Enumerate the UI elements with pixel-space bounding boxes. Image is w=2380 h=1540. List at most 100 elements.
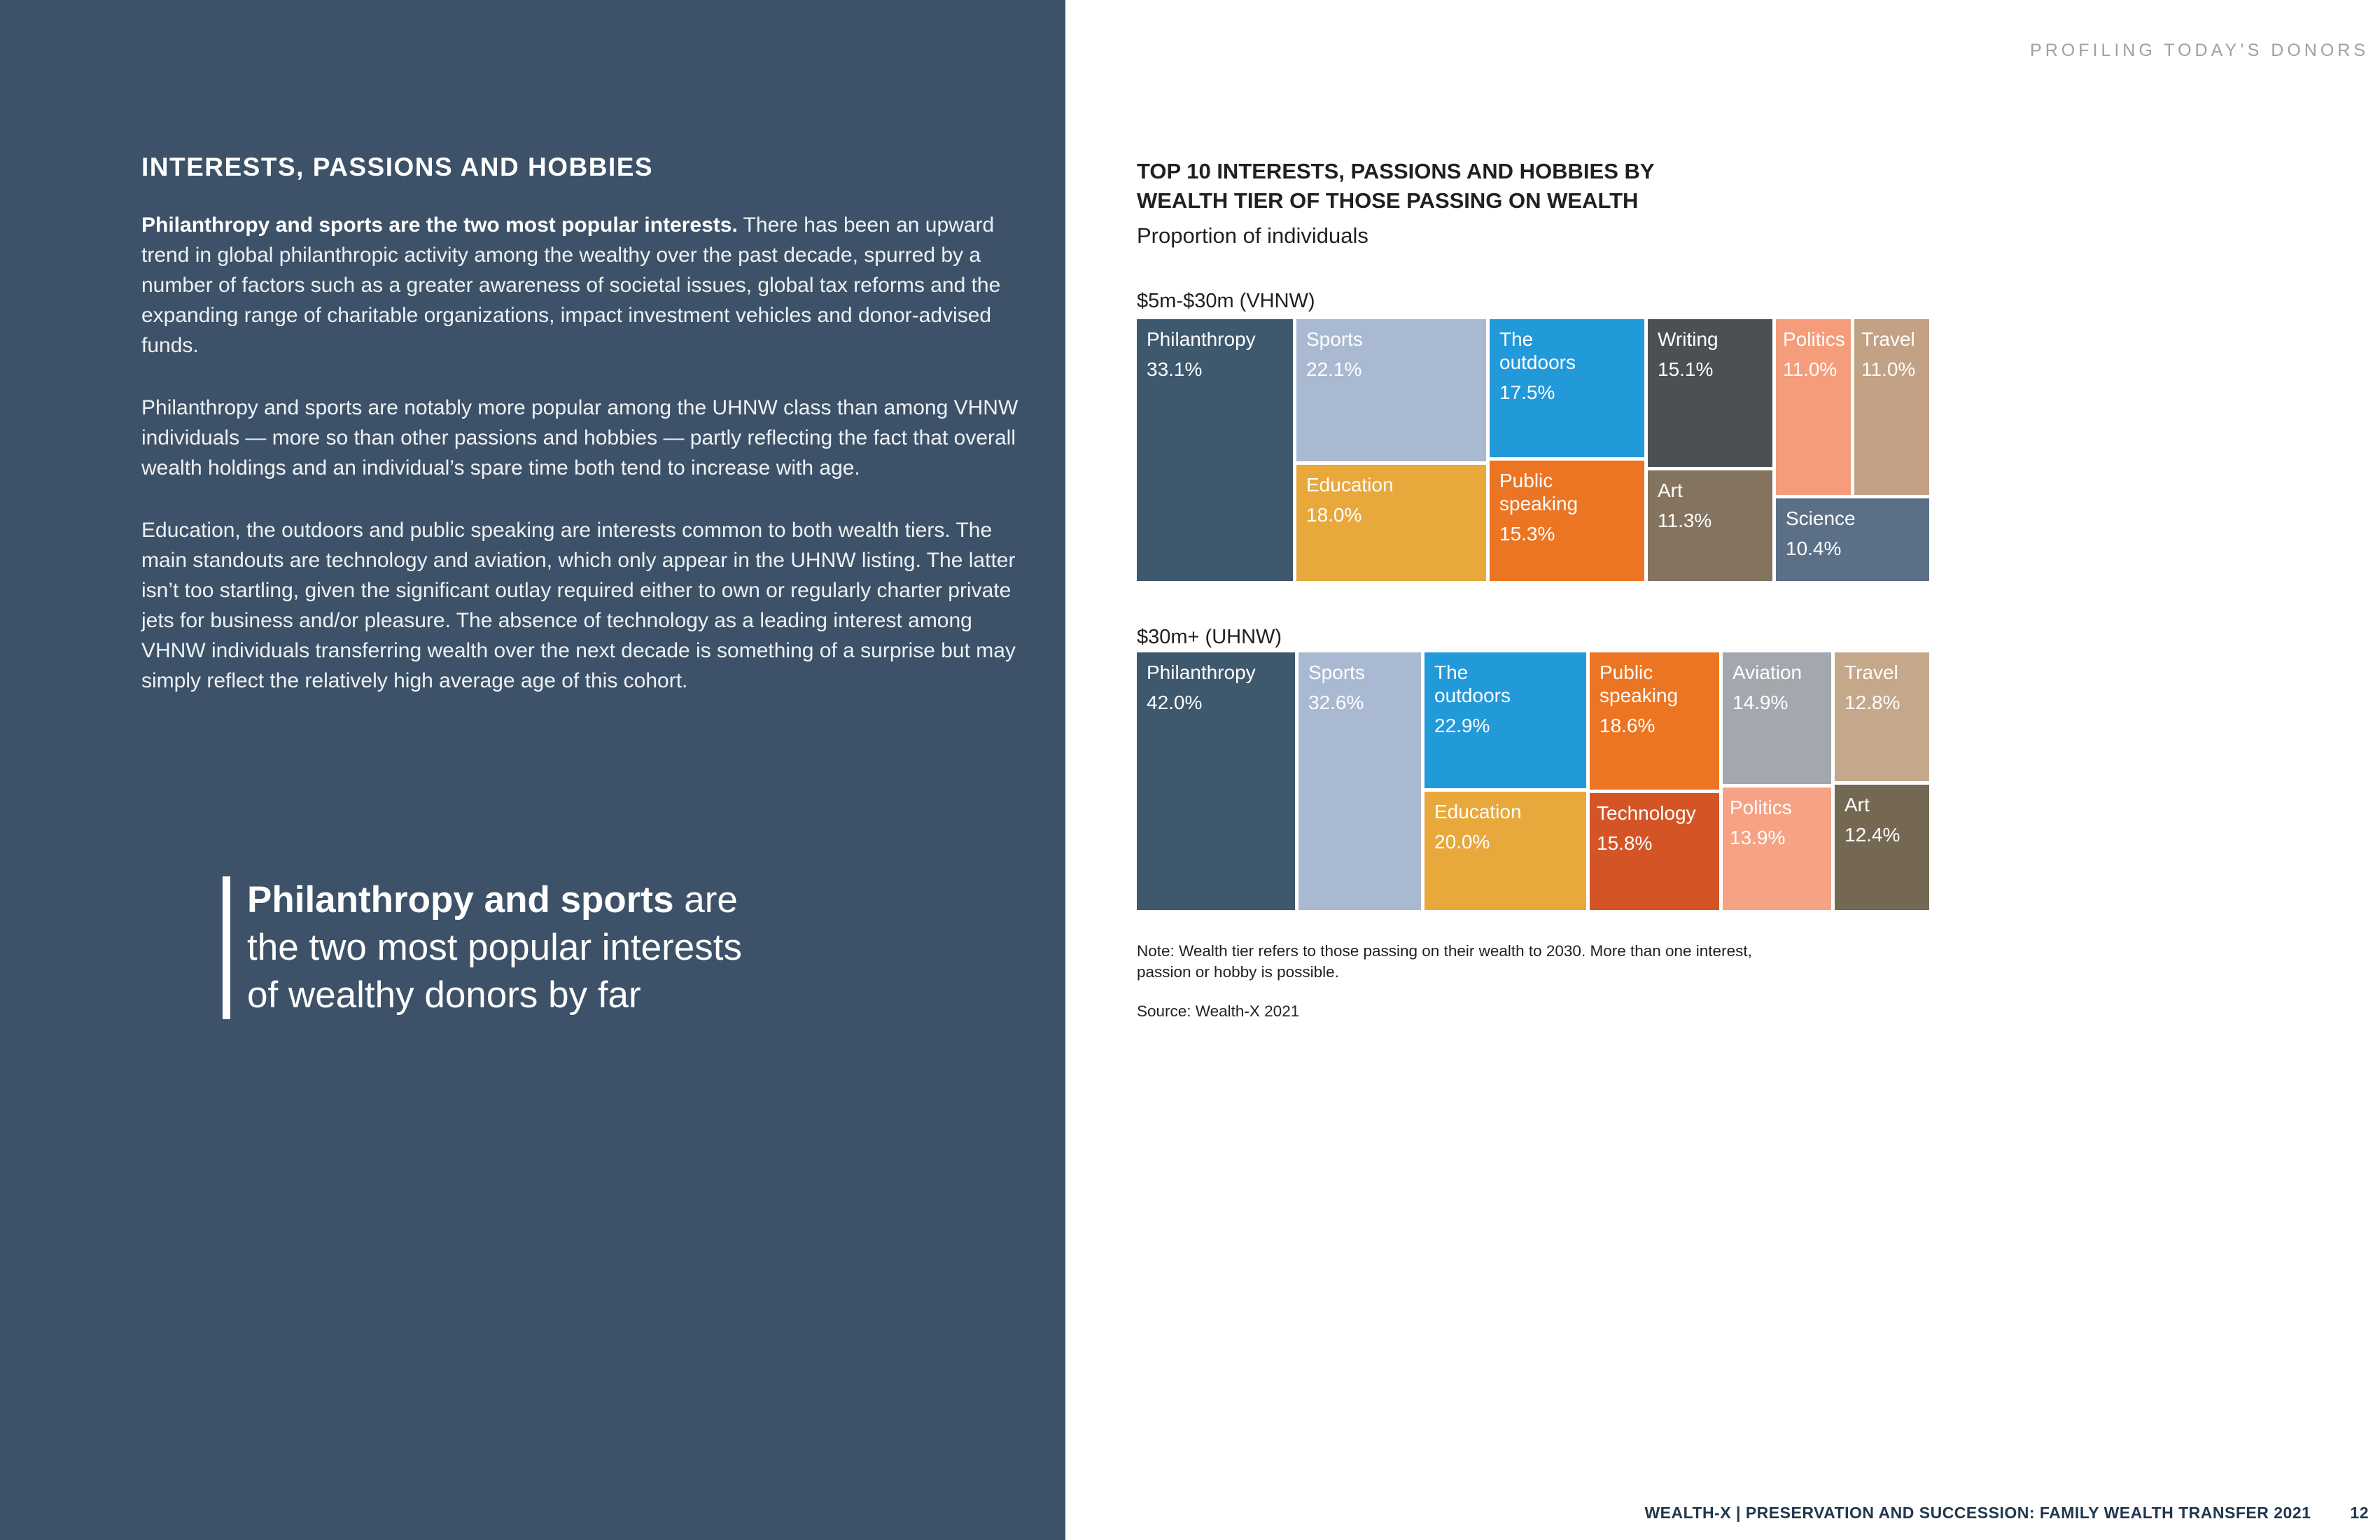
cell-value: 15.3% — [1499, 523, 1555, 545]
treemap-cell-writing: Writing 15.1% — [1648, 319, 1772, 467]
treemap-cell-aviation: Aviation 14.9% — [1723, 652, 1831, 784]
chart-title-line-1: TOP 10 INTERESTS, PASSIONS AND HOBBIES B… — [1137, 159, 1655, 183]
treemap-column: The outdoors 17.5% Public speaking 15.3% — [1490, 319, 1644, 581]
paragraph-1-lead: Philanthropy and sports are the two most… — [141, 214, 738, 237]
chart-note: Note: Wealth tier refers to those passin… — [1137, 941, 1752, 1022]
treemap-cell-public-speaking: Public speaking 15.3% — [1490, 461, 1644, 581]
treemap-cell-travel: Travel 11.0% — [1854, 319, 1929, 495]
cell-value: 13.9% — [1730, 827, 1786, 848]
quote-line-1: Philanthropy and sports are — [247, 876, 742, 924]
treemap-column: Sports 32.6% — [1298, 652, 1421, 910]
treemap-cell-technology: Technology 15.8% — [1590, 793, 1719, 910]
treemap-column: Travel 12.8% Art 12.4% — [1835, 652, 1929, 910]
treemap-cell-travel: Travel 12.8% — [1835, 652, 1929, 781]
paragraph-2: Philanthropy and sports are notably more… — [141, 396, 1018, 479]
cell-value: 32.6% — [1308, 692, 1364, 713]
treemap-cell-science: Science 10.4% — [1776, 498, 1929, 581]
cell-value: 42.0% — [1147, 692, 1203, 713]
chart-title-block: TOP 10 INTERESTS, PASSIONS AND HOBBIES B… — [1137, 157, 1655, 251]
treemap-cell-sports: Sports 22.1% — [1296, 319, 1486, 461]
quote-text: Philanthropy and sports are the two most… — [230, 876, 742, 1019]
cell-label: Politics — [1783, 328, 1845, 350]
cell-label: Education — [1434, 801, 1522, 822]
quote-accent-bar — [223, 876, 230, 1019]
treemap-column: Public speaking 18.6% Technology 15.8% — [1590, 652, 1719, 910]
cell-label: Sports — [1306, 328, 1363, 350]
page-footer: WEALTH-X | PRESERVATION AND SUCCESSION: … — [1644, 1504, 2369, 1522]
paragraph-1: Philanthropy and sports are the two most… — [141, 210, 1029, 360]
cell-label: Public speaking — [1499, 470, 1578, 514]
chart-subtitle: Proportion of individuals — [1137, 223, 1368, 248]
cell-label: Public speaking — [1600, 662, 1679, 706]
cell-value: 33.1% — [1147, 358, 1203, 380]
cell-value: 11.0% — [1783, 358, 1837, 380]
treemap-cell-the-outdoors: The outdoors 17.5% — [1490, 319, 1644, 457]
note-line-2: passion or hobby is possible. — [1137, 963, 1339, 981]
cell-value: 22.9% — [1434, 715, 1490, 736]
treemap-cell-politics: Politics 13.9% — [1723, 788, 1831, 910]
tier-label-uhnw: $30m+ (UHNW) — [1137, 626, 1282, 648]
treemap-cell-philanthropy: Philanthropy 42.0% — [1137, 652, 1295, 910]
cell-value: 12.4% — [1844, 824, 1900, 846]
treemap-cell-art: Art 11.3% — [1648, 470, 1772, 581]
section-heading: INTERESTS, PASSIONS AND HOBBIES — [141, 153, 654, 181]
cell-label: Politics — [1730, 797, 1792, 818]
tier-label-vhnw: $5m-$30m (VHNW) — [1137, 290, 1315, 312]
body-copy: Philanthropy and sports are the two most… — [141, 210, 1029, 728]
cell-label: Art — [1844, 794, 1870, 816]
page-number: 12 — [2350, 1504, 2369, 1522]
cell-label: Education — [1306, 474, 1394, 496]
cell-value: 18.0% — [1306, 504, 1362, 526]
cell-label: Aviation — [1732, 662, 1802, 683]
treemap-vhnw: Philanthropy 33.1% Sports 22.1% Educatio… — [1137, 319, 1929, 581]
treemap-cell-education: Education 18.0% — [1296, 465, 1486, 581]
cell-label: Sports — [1308, 662, 1365, 683]
cell-value: 20.0% — [1434, 831, 1490, 853]
cell-value: 15.1% — [1658, 358, 1714, 380]
cell-value: 11.0% — [1861, 358, 1916, 380]
chart-title-line-2: WEALTH TIER OF THOSE PASSING ON WEALTH — [1137, 188, 1639, 213]
treemap-cell-public-speaking: Public speaking 18.6% — [1590, 652, 1719, 790]
cell-value: 10.4% — [1786, 538, 1842, 559]
treemap-column: Philanthropy 42.0% — [1137, 652, 1295, 910]
source-line: Source: Wealth-X 2021 — [1137, 1002, 1300, 1020]
treemap-subrow: Politics 11.0% Travel 11.0% — [1776, 319, 1929, 495]
cell-value: 22.1% — [1306, 358, 1362, 380]
cell-value: 17.5% — [1499, 382, 1555, 403]
treemap-column: Politics 11.0% Travel 11.0% Science 10.4… — [1776, 319, 1929, 581]
treemap-cell-politics: Politics 11.0% — [1776, 319, 1851, 495]
treemap-cell-art: Art 12.4% — [1835, 785, 1929, 910]
cell-value: 12.8% — [1844, 692, 1900, 713]
cell-label: Technology — [1597, 802, 1696, 824]
treemap-cell-sports: Sports 32.6% — [1298, 652, 1421, 910]
treemap-column: Writing 15.1% Art 11.3% — [1648, 319, 1772, 581]
cell-label: The outdoors — [1499, 328, 1576, 373]
cell-value: 15.8% — [1597, 832, 1653, 854]
paragraph-3: Education, the outdoors and public speak… — [141, 519, 1016, 692]
cell-label: Travel — [1861, 328, 1915, 350]
cell-value: 11.3% — [1658, 510, 1712, 531]
treemap-column: Philanthropy 33.1% — [1137, 319, 1293, 581]
left-dark-panel: INTERESTS, PASSIONS AND HOBBIES Philanth… — [0, 0, 1065, 1540]
cell-value: 14.9% — [1732, 692, 1788, 713]
treemap-cell-philanthropy: Philanthropy 33.1% — [1137, 319, 1293, 581]
treemap-cell-the-outdoors: The outdoors 22.9% — [1424, 652, 1586, 788]
running-header: PROFILING TODAY’S DONORS — [2030, 41, 2369, 60]
pull-quote: Philanthropy and sports are the two most… — [223, 876, 742, 1019]
treemap-column: Sports 22.1% Education 18.0% — [1296, 319, 1486, 581]
cell-label: Travel — [1844, 662, 1898, 683]
footer-title: WEALTH-X | PRESERVATION AND SUCCESSION: … — [1644, 1504, 2311, 1522]
quote-line-1-rest: are — [673, 879, 738, 920]
paragraph-1-rest: There has been an upward trend in global… — [141, 214, 1001, 357]
quote-line-3: of wealthy donors by far — [247, 974, 641, 1016]
cell-label: Philanthropy — [1147, 328, 1256, 350]
quote-line-1-bold: Philanthropy and sports — [247, 879, 674, 920]
treemap-column: Aviation 14.9% Politics 13.9% — [1723, 652, 1831, 910]
treemap-column: The outdoors 22.9% Education 20.0% — [1424, 652, 1586, 910]
quote-line-2: the two most popular interests — [247, 927, 743, 968]
cell-value: 18.6% — [1600, 715, 1656, 736]
treemap-uhnw: Philanthropy 42.0% Sports 32.6% The outd… — [1137, 652, 1929, 910]
note-line-1: Note: Wealth tier refers to those passin… — [1137, 942, 1752, 960]
cell-label: Philanthropy — [1147, 662, 1256, 683]
